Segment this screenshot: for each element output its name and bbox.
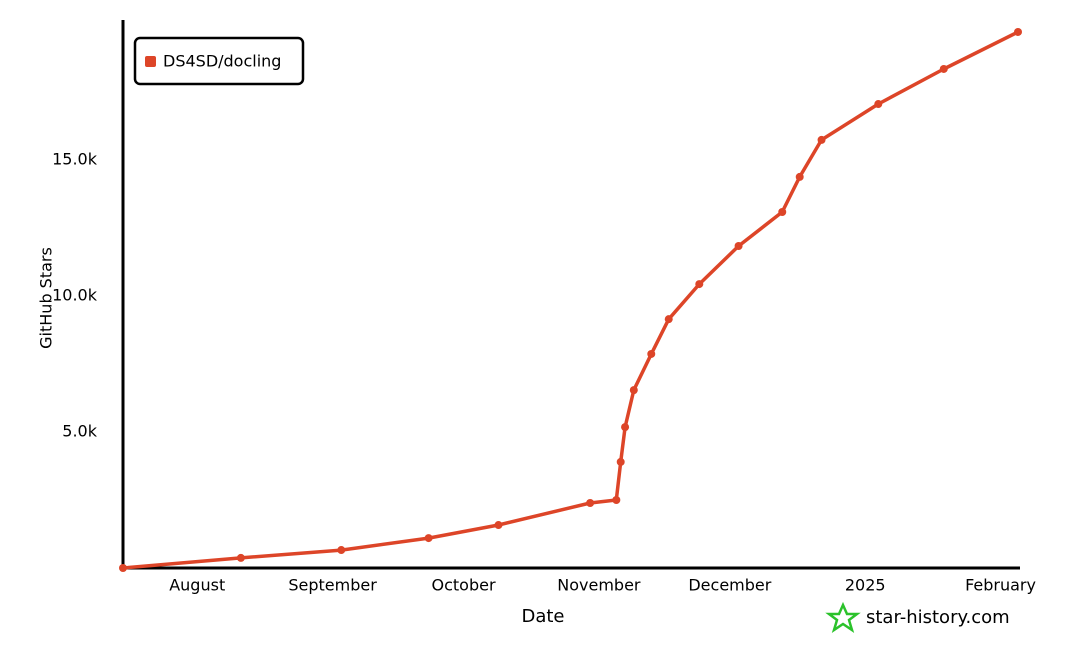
data-point: [695, 280, 704, 289]
data-point: [616, 457, 625, 466]
data-point: [939, 64, 948, 73]
data-point: [621, 423, 630, 432]
data-point: [629, 386, 638, 395]
y-axis-title: GitHub Stars: [37, 247, 56, 349]
data-point: [817, 135, 826, 144]
x-tick-label: February: [965, 576, 1036, 595]
watermark-icon: [825, 601, 861, 633]
legend-swatch: [145, 56, 156, 67]
x-tick-label: November: [557, 576, 641, 595]
data-point: [1014, 27, 1022, 36]
data-point: [778, 208, 787, 217]
watermark: star-history.com: [825, 601, 1010, 633]
y-tick-label: 15.0k: [52, 150, 98, 169]
x-tick-label: 2025: [845, 576, 886, 595]
data-point: [494, 521, 503, 530]
data-point: [236, 553, 245, 562]
x-tick-label: September: [288, 576, 377, 595]
x-tick-label: August: [169, 576, 225, 595]
data-point: [586, 499, 595, 508]
legend-label: DS4SD/docling: [163, 52, 281, 71]
data-point: [664, 315, 673, 324]
data-point: [734, 241, 743, 250]
series-line: [121, 30, 1020, 570]
x-tick-label: December: [688, 576, 771, 595]
y-tick-label: 10.0k: [52, 286, 98, 305]
data-point: [337, 546, 346, 555]
data-point: [119, 564, 127, 572]
data-point: [424, 534, 433, 543]
watermark-text: star-history.com: [866, 607, 1010, 628]
y-tick-label: 5.0k: [62, 422, 97, 441]
legend-box: [133, 36, 305, 86]
data-point: [612, 496, 621, 505]
data-point: [874, 100, 883, 109]
x-axis-title: Date: [521, 606, 564, 627]
data-point: [647, 349, 656, 358]
x-tick-label: October: [432, 576, 496, 595]
data-point: [795, 172, 804, 181]
legend: DS4SD/docling: [133, 36, 305, 86]
